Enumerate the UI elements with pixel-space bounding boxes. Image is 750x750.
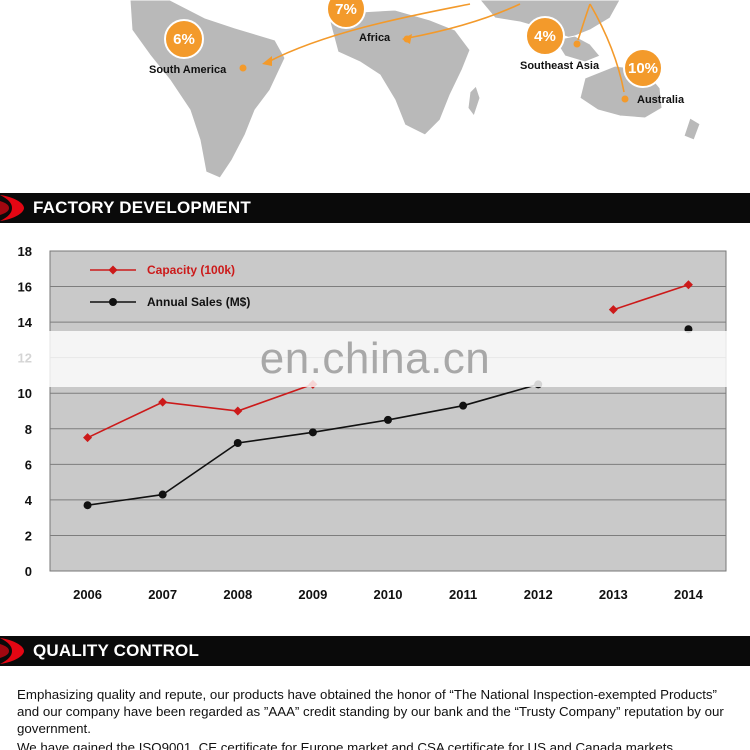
y-axis-ticks: 024681012141618	[18, 244, 33, 579]
x-tick-label: 2013	[599, 587, 628, 602]
quality-control-title: QUALITY CONTROL	[33, 641, 200, 660]
x-tick-label: 2009	[298, 587, 327, 602]
watermark-text: en.china.cn	[259, 334, 491, 383]
y-tick-label: 16	[18, 280, 32, 295]
data-point	[608, 305, 618, 315]
legend-label: Capacity (100k)	[147, 263, 235, 277]
data-point	[83, 433, 93, 443]
factory-development-title: FACTORY DEVELOPMENT	[33, 198, 251, 217]
legend-label: Annual Sales (M$)	[147, 295, 250, 309]
y-tick-label: 6	[25, 457, 32, 472]
data-point	[308, 428, 317, 437]
africa-badge: 7%	[326, 0, 366, 29]
swoosh-icon	[0, 638, 24, 664]
y-tick-label: 10	[18, 386, 32, 401]
x-tick-label: 2011	[449, 587, 477, 602]
route-australia	[589, 3, 625, 93]
y-tick-label: 14	[18, 315, 33, 330]
data-point	[158, 490, 167, 499]
australia-label: Australia	[637, 94, 685, 106]
south-america-label: South America	[149, 64, 227, 76]
x-tick-label: 2007	[148, 587, 177, 602]
land-new-zealand	[683, 117, 701, 141]
y-tick-label: 0	[25, 564, 32, 579]
legend-marker	[108, 265, 118, 275]
svg-text:6%: 6%	[173, 31, 195, 48]
x-tick-label: 2014	[674, 587, 704, 602]
svg-text:7%: 7%	[335, 1, 357, 18]
land-madagascar	[467, 85, 481, 118]
y-tick-label: 18	[18, 244, 32, 259]
africa-label: Africa	[359, 32, 391, 44]
quality-control-header: QUALITY CONTROL	[0, 636, 750, 666]
route-arrow-south-america	[262, 56, 272, 66]
x-tick-label: 2010	[374, 587, 403, 602]
y-tick-label: 2	[25, 528, 32, 543]
swoosh-icon	[0, 195, 24, 221]
svg-text:4%: 4%	[534, 28, 556, 45]
series-layer	[83, 280, 693, 510]
data-point	[158, 397, 168, 407]
route-south-america	[267, 3, 471, 63]
x-axis-ticks: 2006 2007 2008 2009 2010 2011 2012 2013 2014	[73, 587, 704, 602]
legend: Capacity (100k) Annual Sales (M$)	[90, 263, 250, 309]
svg-text:10%: 10%	[628, 60, 658, 77]
australia-badge: 10%	[623, 48, 663, 88]
australia-dot	[621, 95, 629, 103]
x-tick-label: 2006	[73, 587, 102, 602]
route-africa	[407, 3, 521, 39]
southeast-asia-label: Southeast Asia	[520, 60, 600, 72]
plot-area	[49, 250, 727, 572]
data-point	[83, 501, 92, 510]
x-tick-label: 2008	[223, 587, 252, 602]
data-point	[683, 280, 693, 290]
data-point	[384, 415, 392, 424]
y-tick-label: 4	[25, 493, 33, 508]
factory-development-chart: 024681012141618 200620072008200920102011…	[18, 244, 727, 602]
quality-paragraph: Emphasizing quality and repute, our prod…	[17, 687, 724, 736]
africa-dot	[403, 35, 411, 43]
south-america-badge: 6%	[164, 19, 204, 59]
southeast-asia-badge: 4%	[525, 16, 565, 56]
x-tick-label: 2012	[524, 587, 553, 602]
legend-marker	[109, 298, 117, 306]
land-southeast-asia	[554, 35, 601, 63]
southeast-asia-dot	[573, 40, 581, 48]
factory-development-header: FACTORY DEVELOPMENT	[0, 193, 750, 223]
watermark-band	[0, 331, 750, 387]
world-map: 6% 7% 4% 10% South America Africa Southe…	[0, 0, 750, 188]
land-south-america	[129, 0, 286, 179]
y-tick-label: 8	[25, 422, 32, 437]
quality-text: Emphasizing quality and repute, our prod…	[17, 686, 737, 750]
south-america-dot	[239, 64, 247, 72]
quality-paragraph: We have gained the ISO9001, CE certifica…	[17, 740, 677, 750]
series-line	[87, 284, 689, 439]
route-southeast-asia	[577, 3, 591, 41]
data-point	[233, 439, 242, 447]
data-point	[459, 401, 468, 410]
data-point	[233, 406, 243, 416]
